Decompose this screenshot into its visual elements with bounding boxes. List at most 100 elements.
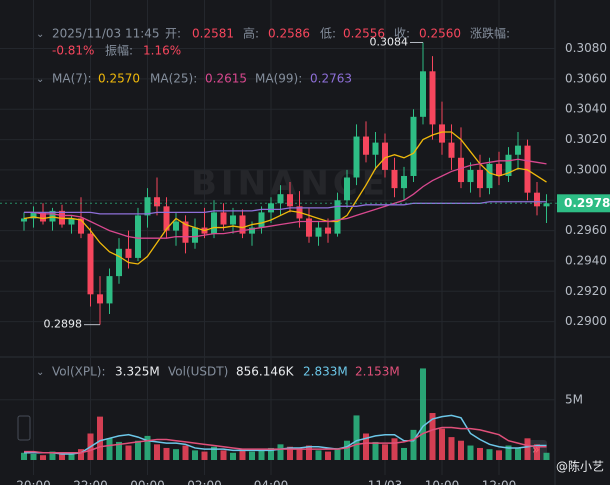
candle-body	[363, 136, 369, 155]
candle-body	[429, 71, 436, 125]
chevron[interactable]: ⌄	[36, 29, 44, 40]
ma-line	[24, 158, 547, 239]
volume-bar	[306, 445, 312, 460]
y-tick-label: 0.3000	[565, 162, 607, 176]
candle-body	[306, 218, 312, 237]
volume-bar	[496, 450, 502, 460]
volume-bar	[154, 444, 160, 460]
candle-body	[439, 124, 445, 143]
ma-legend: MA(99):	[255, 72, 302, 86]
volume-bar	[30, 453, 37, 460]
chevron[interactable]: ⌄	[36, 367, 44, 378]
volume-bar	[344, 440, 350, 460]
side-handle[interactable]	[17, 415, 31, 441]
info-text: 2025/11/03 11:45	[52, 27, 160, 41]
x-tick-label: 12:00	[482, 479, 517, 485]
ma-legend: 0.2763	[310, 72, 352, 86]
credit: @陈小艺	[556, 459, 604, 474]
volume-bar	[524, 438, 531, 460]
y-tick-label: 0.2900	[565, 314, 607, 328]
ma-legend: MA(7):	[52, 72, 92, 86]
high-label: 0.3084	[370, 35, 409, 48]
volume-bar	[534, 444, 540, 460]
price-tag	[557, 194, 610, 213]
info-text: 高:	[243, 26, 259, 41]
candle-body	[163, 206, 170, 231]
ma-legend: 0.2570	[98, 72, 140, 86]
volume-bar	[211, 446, 217, 460]
chevron[interactable]: ⌄	[36, 74, 44, 85]
candle-body	[97, 294, 103, 304]
volume-legend: 2.153M	[355, 365, 400, 379]
x-tick-label: 11/03	[368, 479, 403, 485]
volume-bar	[106, 438, 113, 460]
volume-bar	[230, 452, 236, 460]
candle-body	[59, 210, 65, 225]
candle-body	[391, 169, 398, 189]
candle-body	[173, 221, 179, 231]
candle-body	[477, 169, 483, 189]
volume-bar	[467, 445, 474, 460]
y-tick-label: 0.3080	[565, 41, 607, 55]
candle-body	[87, 233, 94, 295]
candle-body	[68, 218, 75, 225]
candle-body	[192, 227, 198, 243]
volume-bar	[78, 449, 84, 460]
volume-bar	[391, 438, 398, 460]
volume-bar	[353, 415, 360, 460]
candle-body	[258, 212, 265, 228]
volume-bar	[125, 445, 132, 460]
candle-body	[268, 203, 274, 213]
volume-bar	[40, 455, 46, 460]
candle-body	[116, 248, 122, 277]
y-tick-label: 0.3060	[565, 71, 607, 85]
info-text: 1.16%	[143, 44, 181, 58]
volume-bar	[249, 451, 255, 460]
volume-bar	[163, 447, 170, 460]
candle-body	[505, 154, 512, 176]
volume-bar	[486, 449, 493, 460]
volume-bar	[277, 444, 284, 460]
candle-body	[135, 215, 141, 258]
volume-bar	[268, 447, 274, 460]
x-tick-label: 04:00	[254, 479, 289, 485]
candle-body	[543, 203, 550, 207]
low-label: 0.2898	[44, 318, 83, 331]
volume-bar	[325, 451, 331, 460]
volume-bar	[173, 449, 179, 460]
candle-body	[534, 192, 540, 207]
volume-bar	[439, 428, 445, 460]
candle-body	[410, 116, 417, 176]
candle-body	[40, 212, 46, 222]
volume-legend: 3.325M	[115, 365, 160, 379]
y-tick-label: 0.2960	[565, 223, 607, 237]
volume-bar	[144, 435, 151, 460]
candle-body	[496, 163, 502, 176]
volume-bar	[543, 452, 550, 460]
candle-body	[154, 197, 160, 207]
candle-body	[515, 145, 521, 155]
x-tick-label: 00:00	[130, 479, 165, 485]
volume-bar	[220, 450, 227, 460]
candle-body	[230, 215, 236, 225]
y-tick-label: 0.3020	[565, 132, 607, 146]
info-text: -0.81%	[52, 44, 94, 58]
candle-body	[287, 194, 293, 207]
volume-bar	[372, 441, 379, 460]
volume-bar	[287, 446, 293, 460]
candle-body	[277, 194, 284, 204]
volume-bar	[401, 447, 407, 460]
y-tick-label: 5M	[565, 392, 583, 406]
volume-legend: Vol(USDT)	[168, 365, 228, 379]
candle-body	[315, 227, 322, 237]
ma-legend: 0.2615	[205, 72, 247, 86]
candle-body	[78, 218, 84, 234]
info-text: 低:	[320, 27, 336, 41]
candle-body	[467, 169, 474, 183]
volume-bar	[382, 444, 388, 460]
info-text: 0.2556	[343, 27, 385, 41]
candle-body	[30, 212, 37, 219]
x-tick-label: 22:00	[73, 479, 108, 485]
